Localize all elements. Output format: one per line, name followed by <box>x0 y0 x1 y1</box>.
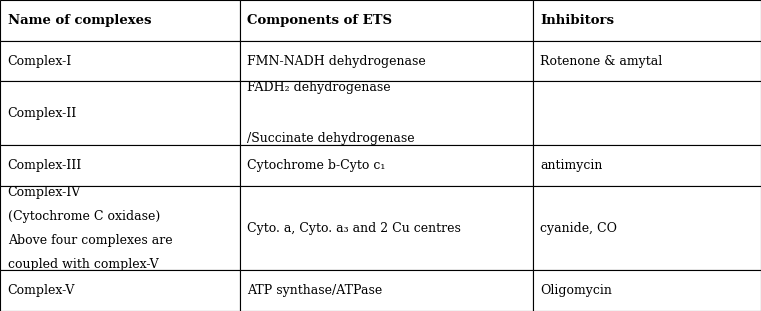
Bar <box>240 81 533 145</box>
Bar <box>240 186 533 270</box>
Bar <box>0 0 240 41</box>
Text: Name of complexes: Name of complexes <box>8 14 151 27</box>
Text: Rotenone & amytal: Rotenone & amytal <box>540 54 663 67</box>
Bar <box>533 186 761 270</box>
Text: Complex-I: Complex-I <box>8 54 72 67</box>
Bar <box>0 270 240 311</box>
Text: Cyto. a, Cyto. a₃ and 2 Cu centres: Cyto. a, Cyto. a₃ and 2 Cu centres <box>247 221 461 234</box>
Text: Complex-V: Complex-V <box>8 284 75 297</box>
Text: ATP synthase/ATPase: ATP synthase/ATPase <box>247 284 383 297</box>
Bar <box>0 186 240 270</box>
Bar <box>240 41 533 81</box>
Bar <box>533 0 761 41</box>
Text: (Cytochrome C oxidase): (Cytochrome C oxidase) <box>8 210 160 223</box>
Bar <box>0 145 240 186</box>
Bar <box>533 270 761 311</box>
Text: Complex-IV: Complex-IV <box>8 186 81 198</box>
Text: /Succinate dehydrogenase: /Succinate dehydrogenase <box>247 132 415 146</box>
Bar <box>0 81 240 145</box>
Text: Inhibitors: Inhibitors <box>540 14 614 27</box>
Bar <box>533 81 761 145</box>
Text: coupled with complex-V: coupled with complex-V <box>8 258 158 271</box>
Text: FMN-NADH dehydrogenase: FMN-NADH dehydrogenase <box>247 54 426 67</box>
Text: Components of ETS: Components of ETS <box>247 14 393 27</box>
Bar <box>533 41 761 81</box>
Bar <box>240 0 533 41</box>
Text: Oligomycin: Oligomycin <box>540 284 612 297</box>
Text: antimycin: antimycin <box>540 159 603 172</box>
Bar <box>533 145 761 186</box>
Bar <box>0 41 240 81</box>
Text: Complex-III: Complex-III <box>8 159 82 172</box>
Text: Complex-II: Complex-II <box>8 107 77 120</box>
Bar <box>240 145 533 186</box>
Text: Cytochrome b-Cyto c₁: Cytochrome b-Cyto c₁ <box>247 159 386 172</box>
Text: Above four complexes are: Above four complexes are <box>8 234 172 247</box>
Text: FADH₂ dehydrogenase: FADH₂ dehydrogenase <box>247 81 391 94</box>
Text: cyanide, CO: cyanide, CO <box>540 221 617 234</box>
Bar <box>240 270 533 311</box>
